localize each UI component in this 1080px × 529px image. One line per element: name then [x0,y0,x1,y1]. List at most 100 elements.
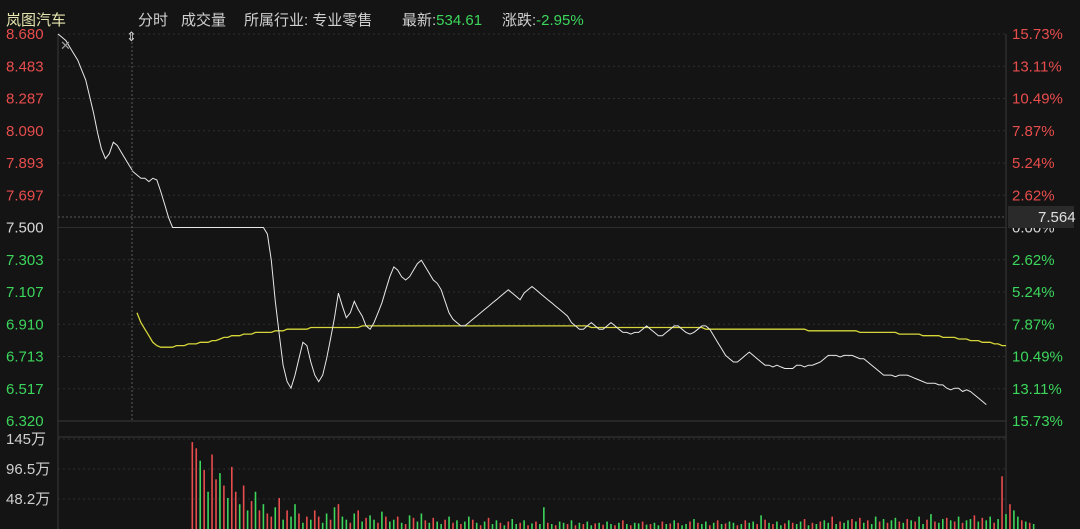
volume-bar [554,525,557,529]
volume-bar [479,525,482,529]
volume-tick: 48.2万 [6,491,50,508]
volume-bar [689,521,691,529]
volume-bar [369,515,371,529]
volume-bar [819,521,822,529]
latest-label: 最新: [402,12,437,29]
volume-bar [574,525,577,529]
volume-bar [298,513,300,529]
volume-bar [282,519,284,529]
volume-bar [428,522,431,529]
volume-bar [890,520,893,529]
pct-tick: 7.87% [1012,123,1055,140]
volume-bar [448,516,450,529]
change-value: -2.95% [536,12,584,29]
price-tick: 7.893 [6,155,44,172]
volume-bar [720,524,723,529]
volume-bar [507,521,510,529]
volume-bar [389,521,391,529]
volume-bar [843,522,845,529]
volume-bar [610,524,612,529]
price-tick: 8.287 [6,91,44,108]
volume-bar [519,522,521,529]
volume-bar [756,524,758,529]
volume-bar [685,524,687,529]
volume-bar [922,524,924,529]
crosshair-cursor: 7.564 ⇕ ✕ [58,29,1076,421]
volume-bar [886,522,889,529]
volume-bar [353,513,356,529]
volume-bar [234,491,237,529]
volume-bar [870,524,873,529]
stock-name[interactable]: 岚图汽车 [6,12,67,29]
volume-bar [511,519,514,529]
volume-bar [329,519,332,529]
volume-tab[interactable]: 成交量 [181,12,227,29]
volume-bar [1013,510,1015,529]
volume-bar [768,522,770,529]
volume-bar [618,522,620,529]
volume-bar [981,517,984,529]
volume-bar [392,519,395,529]
close-icon[interactable]: ✕ [60,38,71,53]
volume-bar [377,522,379,529]
volume-bar [274,507,277,529]
drag-handle-icon[interactable]: ⇕ [126,29,137,44]
volume-bar [637,523,640,529]
volume-bar [483,521,486,529]
volume-bar [859,517,861,529]
volume-bar [657,525,660,529]
volume-bar [934,521,936,529]
cursor-price-box [1008,206,1074,229]
pct-tick: 15.73% [1012,413,1063,430]
volume-bar [898,521,901,529]
volume-bar [215,479,217,529]
volume-bar [906,519,909,529]
volume-bar [262,504,265,529]
volume-bar [385,516,387,529]
volume-bar [622,520,624,529]
volume-bar [531,523,533,529]
volume-bar [547,522,549,529]
latest-value: 534.61 [436,12,483,29]
volume-bar [752,521,754,529]
volume-bar [641,521,644,529]
industry-label: 所属行业: 专业零售 [244,12,373,29]
volume-bar [420,513,423,529]
volume-bar [807,525,810,529]
volume-bar [550,524,553,529]
volume-bar [787,520,790,529]
volume-bar [424,520,427,529]
volume-bar [381,511,383,529]
volume-bar [258,510,261,529]
pct-tick: 2.62% [1012,187,1055,204]
volume-bar [791,522,794,529]
price-tick: 7.697 [6,187,44,204]
price-tick: 6.517 [6,381,44,398]
volume-bar [645,524,648,529]
volume-bar [535,521,537,529]
volume-bar [957,516,960,529]
volume-bar [321,522,324,529]
volume-bar [313,510,316,529]
price-tick: 7.303 [6,252,44,269]
volume-bar [914,521,916,529]
volume-bar [468,516,470,529]
volume-bar [993,522,995,529]
volume-bar [712,522,715,529]
timeshare-tab[interactable]: 分时 [138,12,169,29]
volume-bar [223,485,225,529]
volume-bar [716,520,719,529]
volume-bar [653,522,656,529]
volume-bar [227,497,229,529]
volume-bar [452,522,454,529]
volume-bar [325,513,328,529]
pct-tick: 15.73% [1012,26,1063,43]
volume-bar [878,521,881,529]
volume-bar [606,521,608,529]
volume-bar [562,522,565,529]
volume-bar [495,520,498,529]
volume-bar [195,448,198,529]
volume-bar [831,516,833,529]
pct-tick: 13.11% [1012,58,1062,75]
